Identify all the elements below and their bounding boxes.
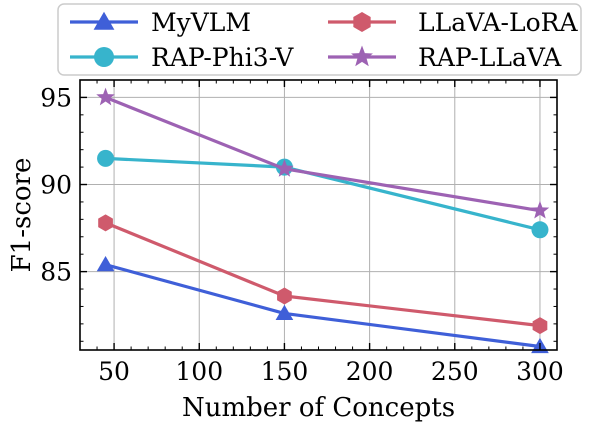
data-point: [531, 221, 549, 239]
data-point: [96, 255, 115, 272]
x-tick-label: 200: [346, 357, 394, 386]
legend-entry: MyVLM: [70, 8, 251, 37]
data-point: [96, 87, 115, 106]
data-point: [530, 200, 550, 219]
legend-entry: RAP-LLaVA: [328, 43, 562, 72]
legend-label: RAP-Phi3-V: [151, 43, 294, 72]
data-point: [277, 287, 292, 305]
legend-marker: [93, 11, 115, 30]
series-line: [104, 221, 541, 328]
legend: MyVLM LLaVA-LoRA RAP-Phi3-V RAP-LLaVA: [57, 3, 582, 76]
x-tick-label: 50: [98, 357, 130, 386]
y-tick-label: 95: [40, 83, 72, 112]
x-tick-label: 100: [175, 357, 223, 386]
legend-marker: [94, 47, 114, 67]
series-line: [105, 263, 541, 349]
data-point: [275, 159, 294, 177]
legend-label: MyVLM: [151, 8, 251, 37]
legend-marker: [351, 45, 373, 67]
x-tick-label: 300: [516, 357, 564, 386]
legend-entry: LLaVA-LoRA: [328, 8, 578, 37]
series-rap-llava: [96, 87, 550, 219]
data-point: [97, 149, 115, 167]
series-myvlm: [96, 255, 549, 354]
legend-label: RAP-LLaVA: [418, 43, 562, 72]
series-line: [105, 156, 541, 232]
grid-lines: [80, 80, 557, 350]
y-axis-label: F1-score: [7, 158, 37, 273]
data-point: [98, 214, 113, 232]
legend-label: LLaVA-LoRA: [418, 8, 578, 37]
series-rap-phi3-v: [97, 149, 549, 239]
y-tick-label: 85: [40, 258, 72, 287]
data-point: [532, 317, 548, 335]
series-line: [104, 95, 541, 213]
x-tick-label: 150: [261, 357, 309, 386]
y-tick-label: 90: [40, 171, 72, 200]
x-axis-label: Number of Concepts: [182, 393, 455, 423]
series-layer: [96, 87, 550, 354]
x-tick-label: 250: [431, 357, 479, 386]
axis-ticks: 50 100 150 200 250 300 85 90 95: [40, 79, 564, 386]
legend-entry: RAP-Phi3-V: [70, 43, 294, 72]
legend-marker: [353, 12, 371, 32]
series-llava-lora: [98, 214, 548, 335]
data-point: [275, 304, 294, 321]
legend-box: [57, 3, 582, 76]
